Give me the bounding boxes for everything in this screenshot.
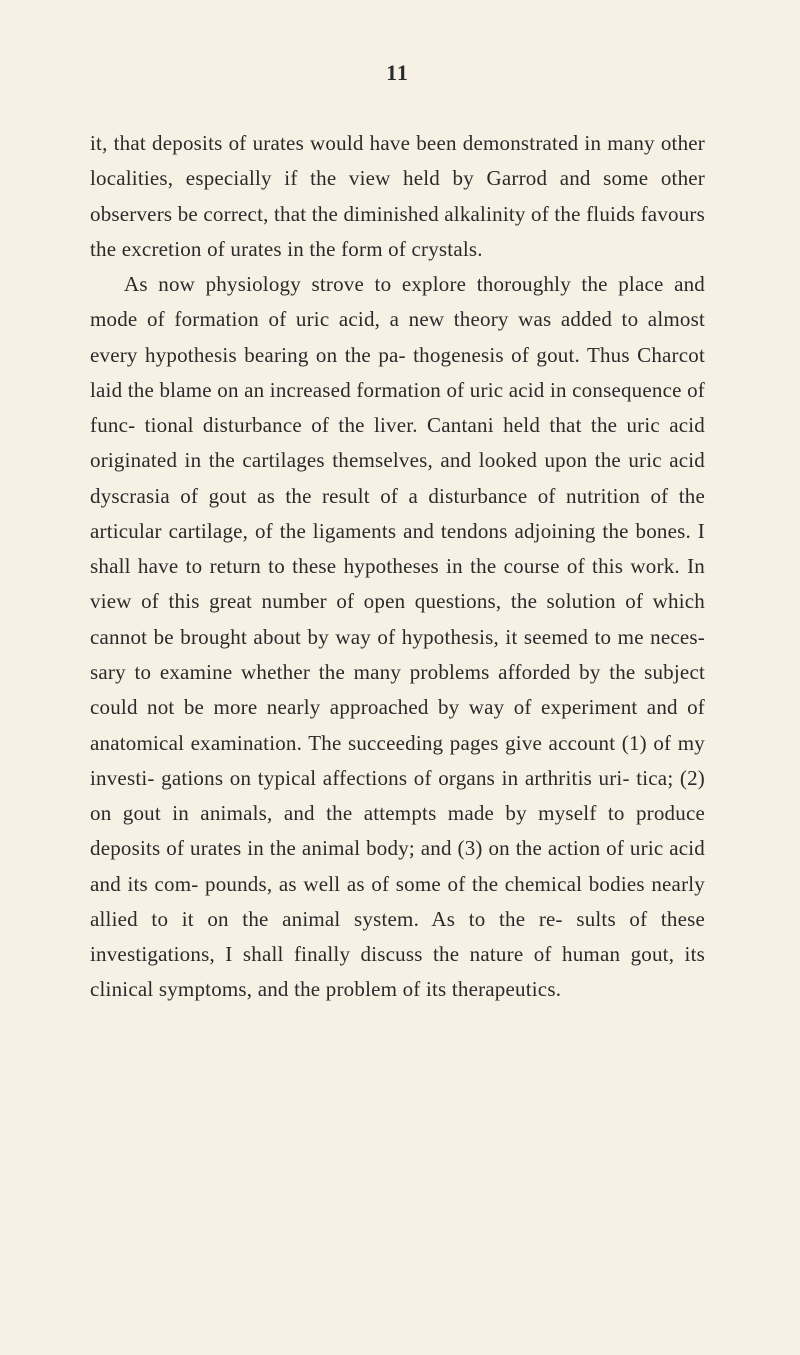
body-text-container: it, that deposits of urates would have b… bbox=[90, 126, 705, 1008]
page-number: 11 bbox=[90, 60, 705, 86]
paragraph-1: it, that deposits of urates would have b… bbox=[90, 126, 705, 267]
paragraph-2: As now physiology strove to explore thor… bbox=[90, 267, 705, 1008]
